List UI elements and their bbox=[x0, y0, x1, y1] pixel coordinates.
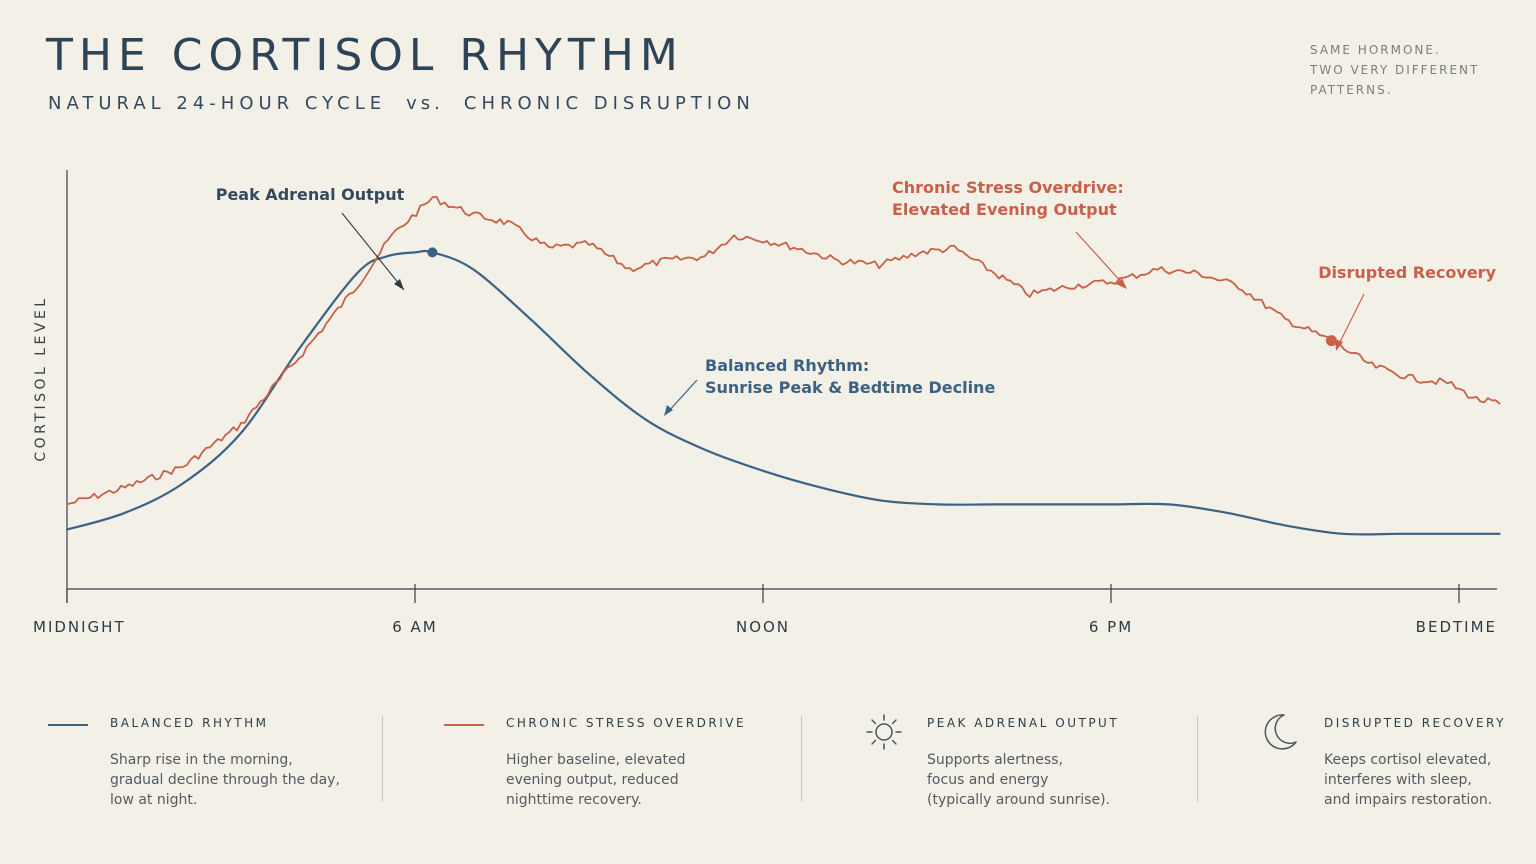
legend-divider bbox=[1197, 716, 1198, 802]
legend-swatch-balanced bbox=[48, 724, 88, 726]
legend-desc: Higher baseline, elevated evening output… bbox=[506, 750, 746, 810]
tagline-line: SAME HORMONE. bbox=[1310, 43, 1441, 57]
legend-desc-line: focus and energy bbox=[927, 772, 1049, 788]
legend-title: DISRUPTED RECOVERY bbox=[1324, 716, 1506, 730]
sun-icon bbox=[866, 714, 902, 750]
tagline-line: PATTERNS. bbox=[1310, 83, 1393, 97]
chronic-stress-line bbox=[66, 195, 1501, 506]
legend-title: PEAK ADRENAL OUTPUT bbox=[927, 716, 1120, 730]
subtitle-left: NATURAL 24-HOUR CYCLE bbox=[48, 93, 387, 114]
annotation-arrowhead bbox=[394, 279, 404, 290]
disrupted-recovery-marker bbox=[1325, 335, 1337, 347]
annotation-chronic-stress: Chronic Stress Overdrive: bbox=[892, 178, 1124, 197]
chart-annotations: Peak Adrenal Output Balanced Rhythm: Sunri… bbox=[216, 178, 1497, 416]
subtitle-right: CHRONIC DISRUPTION bbox=[463, 93, 755, 114]
x-tick-label: BEDTIME bbox=[1416, 618, 1497, 636]
annotation-disrupted-recovery: Disrupted Recovery bbox=[1318, 263, 1496, 282]
legend-desc: Keeps cortisol elevated, interferes with… bbox=[1324, 750, 1506, 810]
legend-desc-line: (typically around sunrise). bbox=[927, 792, 1110, 808]
annotation-arrowhead bbox=[664, 405, 673, 416]
legend-desc-line: nighttime recovery. bbox=[506, 792, 642, 808]
annotation-arrow bbox=[1075, 231, 1125, 286]
legend-item-peak: PEAK ADRENAL OUTPUT Supports alertness, … bbox=[927, 716, 1119, 810]
legend-desc-line: gradual decline through the day, bbox=[110, 772, 340, 788]
annotation-arrow bbox=[1337, 293, 1365, 347]
legend-swatch-chronic bbox=[444, 724, 484, 726]
cortisol-chart: CORTISOL LEVEL MIDNIGHT 6 AM NOON 6 PM BEDTIM… bbox=[33, 170, 1501, 636]
annotation-arrowhead bbox=[1335, 339, 1343, 351]
legend-desc-line: Keeps cortisol elevated, bbox=[1324, 752, 1492, 768]
annotation-arrow bbox=[666, 379, 698, 414]
tagline-line: TWO VERY DIFFERENT bbox=[1310, 63, 1480, 77]
legend-desc: Sharp rise in the morning, gradual decli… bbox=[110, 750, 340, 810]
legend: BALANCED RHYTHM Sharp rise in the mornin… bbox=[0, 700, 1536, 820]
annotation-balanced-rhythm: Sunrise Peak & Bedtime Decline bbox=[705, 378, 995, 397]
y-axis-label: CORTISOL LEVEL bbox=[33, 295, 49, 461]
legend-desc: Supports alertness, focus and energy (ty… bbox=[927, 750, 1119, 810]
tagline: SAME HORMONE. TWO VERY DIFFERENT PATTERN… bbox=[1310, 40, 1479, 100]
legend-title: CHRONIC STRESS OVERDRIVE bbox=[506, 716, 747, 730]
moon-icon bbox=[1264, 714, 1297, 750]
annotation-arrowhead bbox=[1116, 278, 1127, 289]
legend-desc-line: low at night. bbox=[110, 792, 198, 808]
legend-desc-line: Sharp rise in the morning, bbox=[110, 752, 293, 768]
page-subtitle: NATURAL 24-HOUR CYCLE vs. CHRONIC DISRUPTI… bbox=[48, 93, 755, 114]
annotation-peak-adrenal: Peak Adrenal Output bbox=[216, 185, 405, 204]
legend-desc-line: Higher baseline, elevated bbox=[506, 752, 686, 768]
legend-desc-line: evening output, reduced bbox=[506, 772, 679, 788]
legend-item-chronic: CHRONIC STRESS OVERDRIVE Higher baseline… bbox=[506, 716, 746, 810]
annotation-arrow bbox=[341, 212, 405, 291]
x-tick-label: NOON bbox=[736, 618, 790, 636]
page-title: THE CORTISOL RHYTHM bbox=[46, 30, 684, 81]
balanced-rhythm-line bbox=[65, 249, 1501, 536]
legend-divider bbox=[801, 716, 802, 802]
x-tick-label: 6 AM bbox=[392, 618, 438, 636]
peak-adrenal-marker bbox=[427, 247, 438, 258]
subtitle-vs: vs. bbox=[406, 93, 444, 114]
chart-axes: CORTISOL LEVEL MIDNIGHT 6 AM NOON 6 PM BEDTIM… bbox=[33, 170, 1497, 636]
x-tick-label: 6 PM bbox=[1089, 618, 1133, 636]
x-tick-label: MIDNIGHT bbox=[33, 618, 126, 636]
chart-series bbox=[65, 195, 1501, 536]
legend-title: BALANCED RHYTHM bbox=[110, 716, 269, 730]
annotation-chronic-stress: Elevated Evening Output bbox=[892, 200, 1117, 219]
legend-desc-line: interferes with sleep, bbox=[1324, 772, 1472, 788]
annotation-balanced-rhythm: Balanced Rhythm: bbox=[705, 356, 869, 375]
legend-desc-line: Supports alertness, bbox=[927, 752, 1063, 768]
legend-item-recovery: DISRUPTED RECOVERY Keeps cortisol elevat… bbox=[1324, 716, 1506, 810]
legend-desc-line: and impairs restoration. bbox=[1324, 792, 1493, 808]
legend-divider bbox=[382, 716, 383, 802]
legend-item-balanced: BALANCED RHYTHM Sharp rise in the mornin… bbox=[110, 716, 340, 810]
